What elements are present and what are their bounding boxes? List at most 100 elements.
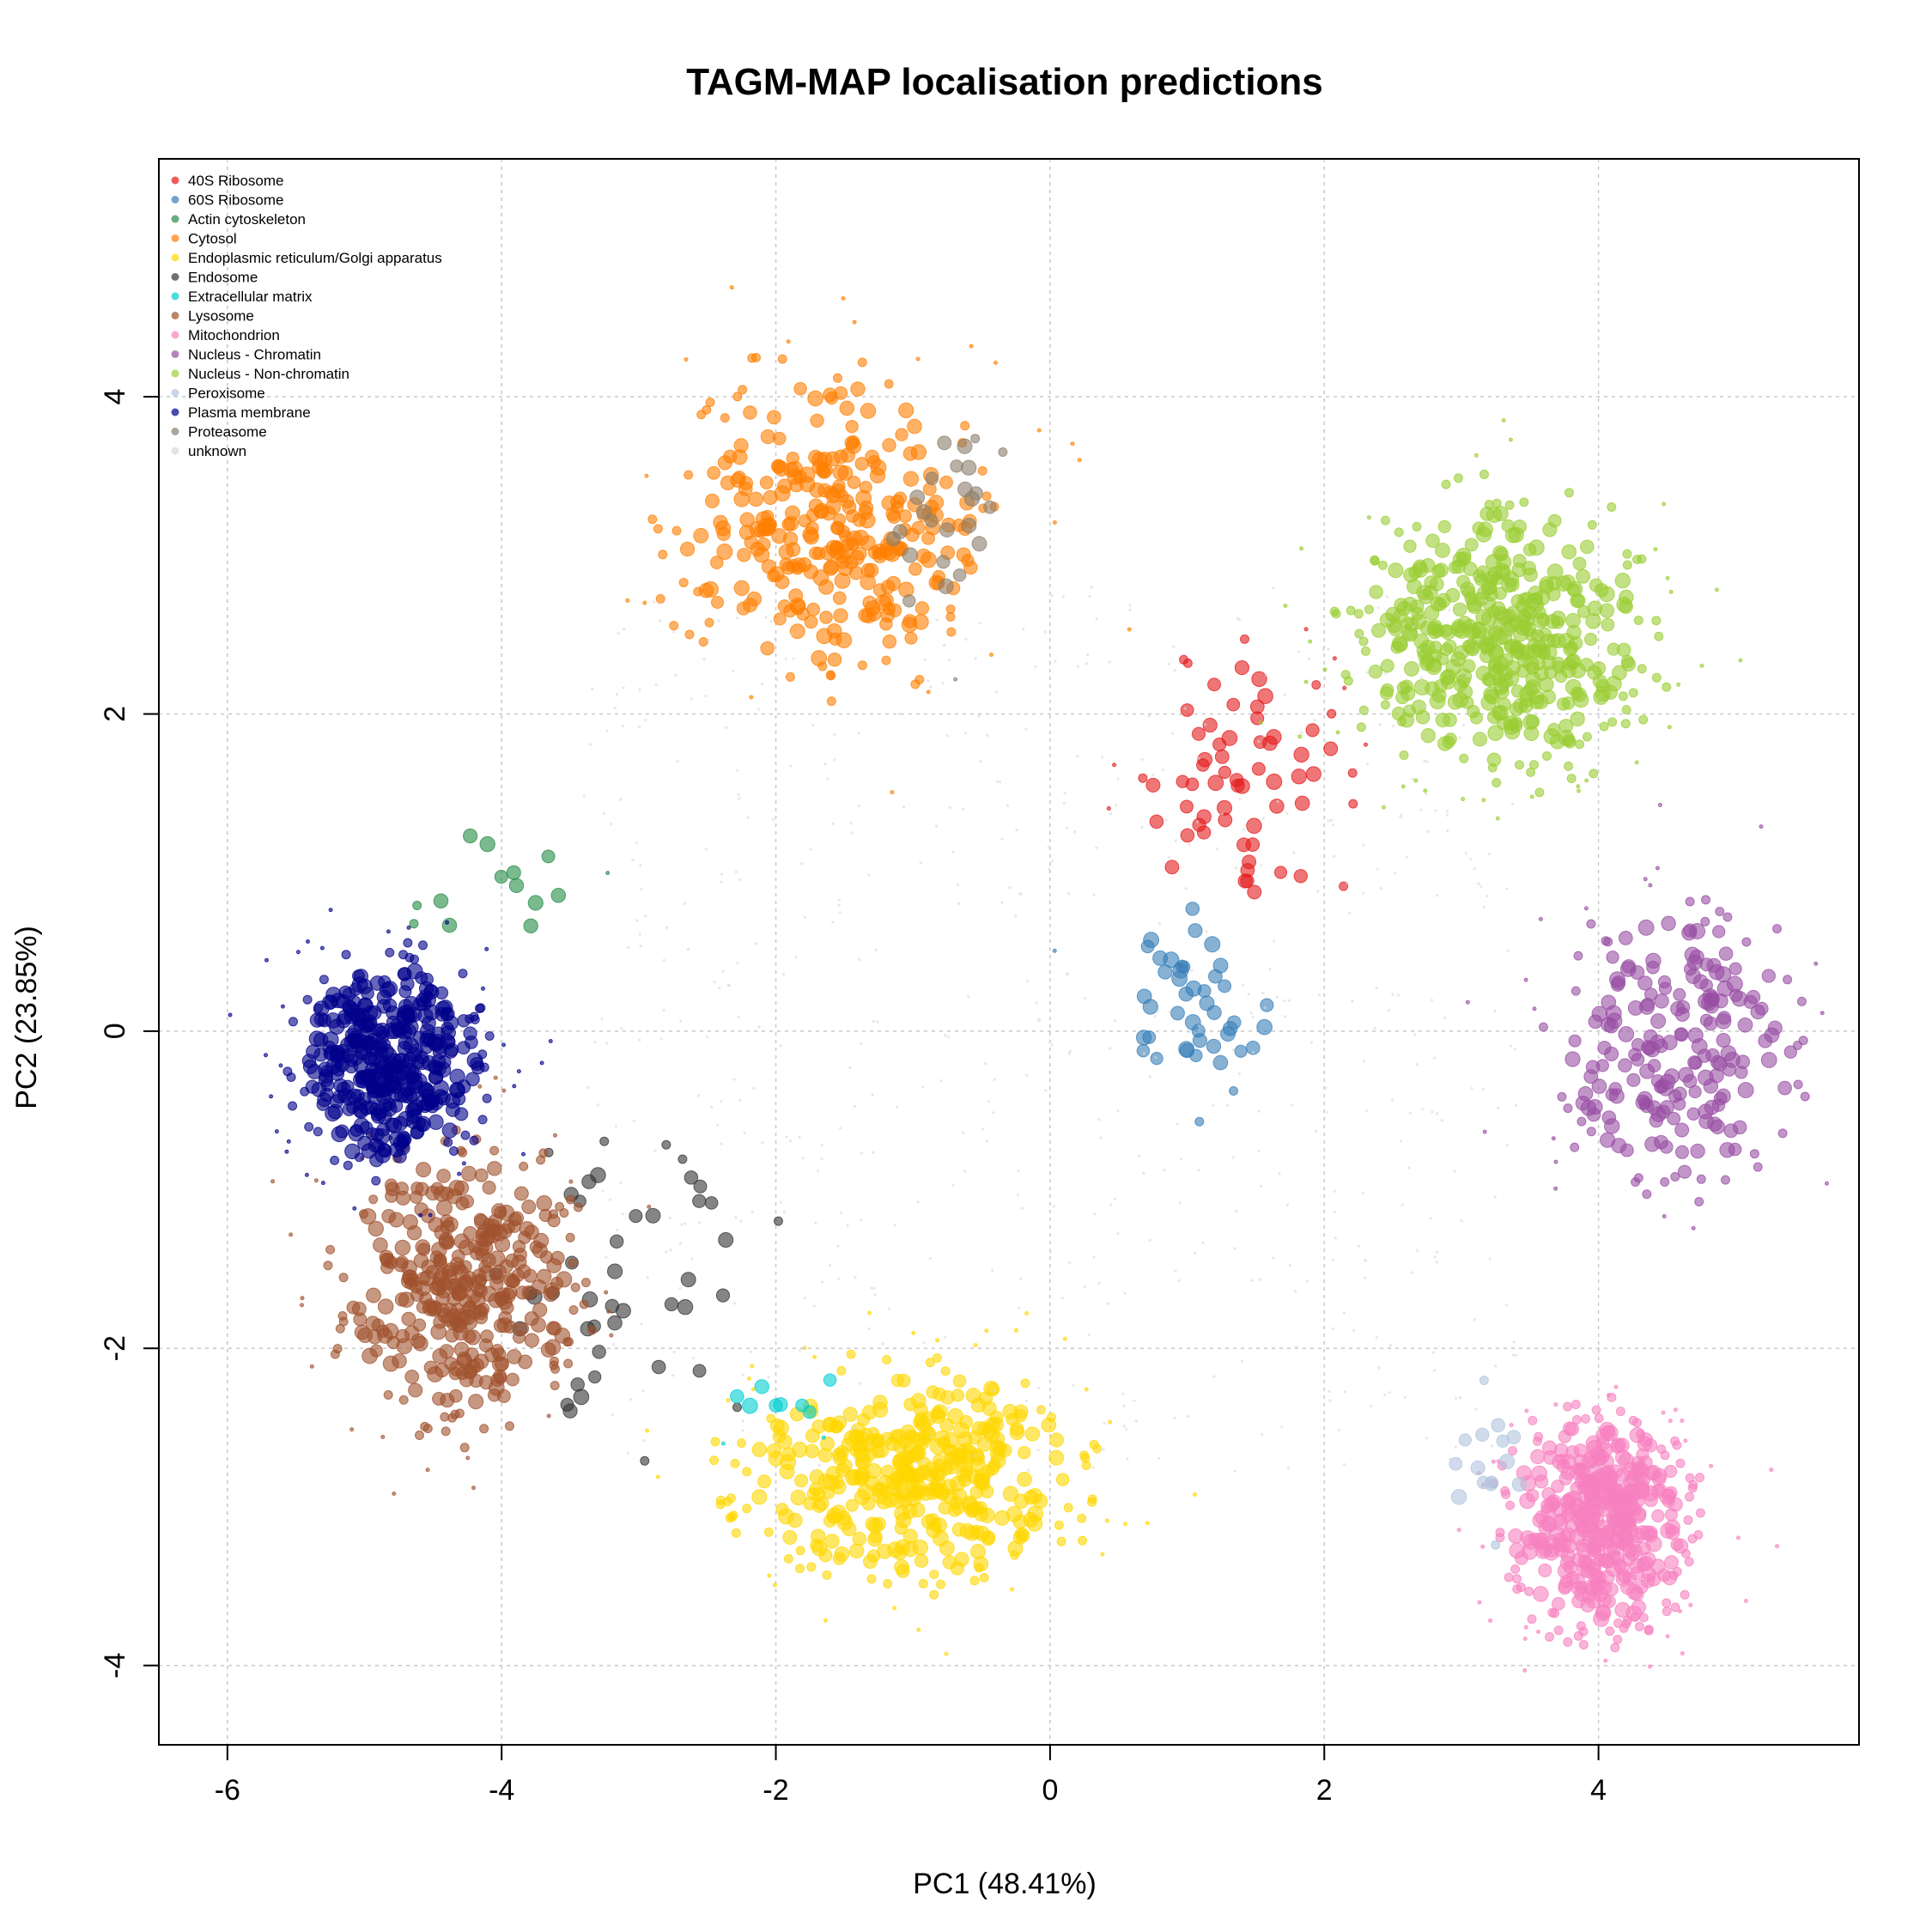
data-point: [470, 1247, 483, 1261]
data-point: [512, 1084, 517, 1089]
data-point: [683, 1170, 699, 1185]
data-point: [1614, 573, 1631, 589]
data-point: [1522, 1668, 1528, 1673]
data-point: [947, 1408, 963, 1425]
data-point: [737, 793, 740, 797]
data-point: [757, 1025, 761, 1029]
data-point: [833, 373, 842, 383]
data-point: [1247, 993, 1251, 996]
data-point: [1014, 914, 1018, 918]
data-point: [1036, 1448, 1040, 1452]
data-point: [1018, 892, 1022, 896]
data-point: [1405, 855, 1409, 859]
data-point: [410, 1190, 423, 1204]
data-point: [1362, 843, 1365, 847]
data-point: [935, 1338, 940, 1343]
data-point: [1331, 1258, 1335, 1262]
data-point: [1577, 1554, 1592, 1570]
data-point: [845, 438, 862, 454]
data-point: [1275, 995, 1279, 999]
data-point: [836, 1277, 841, 1281]
data-point: [1283, 999, 1286, 1003]
data-point: [1370, 623, 1387, 638]
data-point: [1634, 1621, 1644, 1631]
data-point: [1571, 1400, 1581, 1410]
data-point: [1560, 1465, 1577, 1480]
data-point: [905, 527, 920, 543]
data-point: [374, 1083, 387, 1097]
data-point: [1458, 736, 1461, 739]
data-point: [306, 939, 310, 944]
data-point: [1553, 1402, 1558, 1407]
data-point: [473, 1304, 488, 1318]
data-point: [1387, 1009, 1390, 1012]
data-point: [1174, 839, 1177, 842]
data-point: [1479, 884, 1483, 889]
data-point: [961, 459, 977, 476]
data-point: [592, 1345, 606, 1359]
data-point: [1426, 657, 1442, 673]
data-point: [590, 687, 594, 691]
data-point: [631, 859, 635, 862]
data-point: [615, 1303, 631, 1319]
data-point: [907, 418, 922, 434]
data-point: [1435, 1250, 1439, 1254]
legend-label: unknown: [188, 443, 246, 459]
data-point: [683, 357, 689, 362]
data-point: [386, 929, 391, 934]
data-point: [1458, 1433, 1472, 1447]
data-point: [1662, 1571, 1677, 1586]
data-point: [1796, 996, 1807, 1006]
data-point: [720, 880, 723, 884]
data-point: [1662, 1607, 1672, 1617]
data-point: [1376, 606, 1380, 610]
data-point: [304, 1172, 309, 1177]
data-point: [1556, 1537, 1571, 1552]
legend-label: Actin cytoskeleton: [188, 211, 306, 228]
data-point: [605, 1042, 609, 1045]
data-point: [1539, 677, 1554, 693]
data-point: [1617, 1535, 1631, 1550]
data-point: [1560, 1508, 1576, 1523]
data-point: [1237, 617, 1242, 622]
data-point: [1083, 997, 1087, 1000]
legend-marker: [171, 234, 179, 242]
data-point: [1506, 1430, 1522, 1445]
data-point: [1701, 895, 1710, 905]
data-point: [1188, 842, 1191, 846]
data-point: [494, 870, 508, 884]
data-point: [408, 1382, 423, 1398]
data-point: [761, 682, 764, 686]
data-point: [1513, 644, 1530, 661]
data-point: [751, 1489, 768, 1505]
data-point: [1425, 533, 1440, 549]
data-point: [1458, 1396, 1462, 1400]
series-40s-ribosome: [1106, 627, 1368, 969]
data-point: [690, 1257, 694, 1261]
data-point: [325, 1244, 336, 1255]
data-point: [1463, 639, 1479, 655]
data-point: [992, 1111, 995, 1115]
data-point: [1675, 1145, 1689, 1159]
data-point: [1662, 1214, 1667, 1218]
data-point: [1542, 751, 1552, 761]
data-point: [1420, 728, 1436, 744]
data-point: [942, 643, 946, 647]
data-point: [390, 1059, 406, 1075]
data-point: [1691, 1225, 1696, 1230]
data-point: [1563, 1637, 1573, 1647]
data-point: [1430, 596, 1445, 612]
data-point: [669, 1249, 672, 1252]
data-point: [1637, 554, 1647, 564]
data-point: [544, 1339, 562, 1356]
data-point: [1378, 560, 1388, 570]
data-point: [897, 712, 902, 715]
data-point: [1685, 896, 1695, 907]
data-point: [1356, 722, 1366, 732]
data-point: [1578, 1626, 1589, 1637]
data-point: [1461, 659, 1476, 673]
data-point: [394, 1182, 410, 1196]
data-point: [565, 1232, 575, 1242]
data-point: [1423, 759, 1426, 762]
data-point: [465, 1072, 480, 1087]
